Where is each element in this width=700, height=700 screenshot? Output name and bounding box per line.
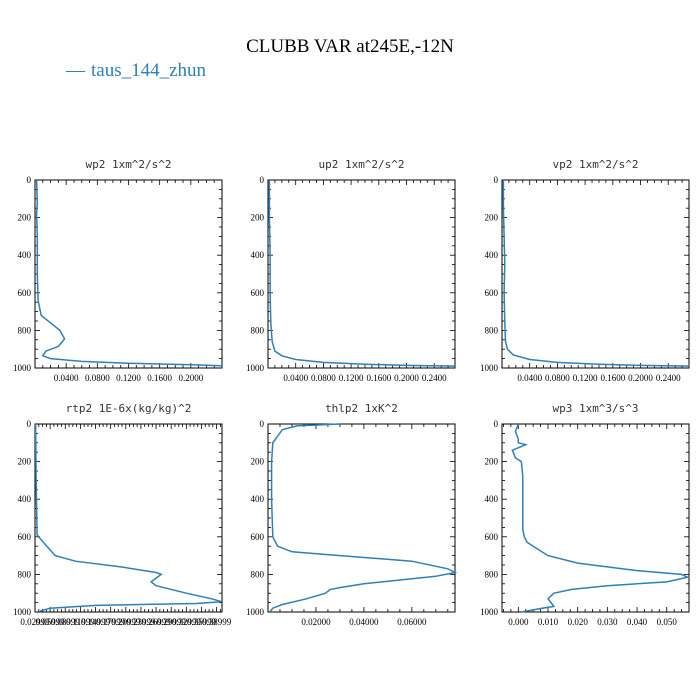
x-tick-label: 0.23999 xyxy=(126,617,156,627)
x-tick-label: 0.0400 xyxy=(283,373,308,383)
x-tick-label: 0.0400 xyxy=(517,373,542,383)
panel-title: vp2 1xm^2/s^2 xyxy=(552,158,638,171)
x-tick-label: 0.2400 xyxy=(422,373,447,383)
x-tick-label: 0.38999 xyxy=(202,617,232,627)
x-tick-label: 0.1600 xyxy=(147,373,172,383)
y-tick-label: 1000 xyxy=(246,363,265,373)
x-tick-label: 0.000 xyxy=(508,617,529,627)
y-tick-label: 400 xyxy=(251,494,265,504)
x-tick-label: 0.08999 xyxy=(51,617,81,627)
x-tick-label: 0.0800 xyxy=(545,373,570,383)
series-line xyxy=(35,179,223,367)
y-tick-label: 800 xyxy=(485,325,499,335)
y-tick-label: 200 xyxy=(251,457,265,467)
panel-title: up2 1xm^2/s^2 xyxy=(318,158,404,171)
panel-frame xyxy=(34,423,223,613)
panel-frame xyxy=(501,423,690,613)
y-tick-label: 200 xyxy=(251,213,265,223)
y-tick-label: 800 xyxy=(18,325,32,335)
x-tick-label: 0.2000 xyxy=(178,373,203,383)
y-tick-label: 0 xyxy=(27,175,32,185)
x-tick-label: 0.26999 xyxy=(141,617,171,627)
y-tick-label: 1000 xyxy=(480,363,499,373)
panel-frame xyxy=(267,179,456,369)
x-tick-label: 0.1600 xyxy=(366,373,391,383)
x-tick-label: 0.14999 xyxy=(81,617,111,627)
series-line xyxy=(34,423,222,612)
y-tick-label: 400 xyxy=(18,250,32,260)
x-tick-label: 0.040 xyxy=(627,617,648,627)
y-tick-label: 200 xyxy=(485,457,499,467)
panel-title: thlp2 1xK^2 xyxy=(325,402,398,415)
panel-title: wp2 1xm^2/s^2 xyxy=(85,158,171,171)
y-tick-label: 200 xyxy=(485,213,499,223)
x-tick-label: 0.020 xyxy=(568,617,589,627)
series-line xyxy=(502,180,690,367)
y-tick-label: 600 xyxy=(251,288,265,298)
y-tick-label: 1000 xyxy=(13,607,32,617)
y-tick-label: 400 xyxy=(485,250,499,260)
x-tick-label: 0.11999 xyxy=(66,617,95,627)
x-tick-label: 0.2400 xyxy=(656,373,681,383)
panel-title: rtp2 1E-6x(kg/kg)^2 xyxy=(66,402,192,415)
series-line xyxy=(268,180,456,367)
x-tick-label: 0.35999 xyxy=(187,617,217,627)
legend-line-icon: — xyxy=(66,60,85,81)
x-tick-label: 0.32999 xyxy=(172,617,202,627)
x-tick-label: 0.1600 xyxy=(600,373,625,383)
x-tick-label: 0.1200 xyxy=(573,373,598,383)
y-tick-label: 600 xyxy=(485,288,499,298)
y-tick-label: 200 xyxy=(18,457,32,467)
series-line xyxy=(269,423,458,612)
x-tick-label: 0.06000 xyxy=(397,617,427,627)
y-tick-label: 400 xyxy=(18,494,32,504)
series-line xyxy=(511,423,690,613)
y-tick-label: 800 xyxy=(251,569,265,579)
y-tick-label: 800 xyxy=(251,325,265,335)
x-tick-label: 0.010 xyxy=(538,617,559,627)
legend-label: taus_144_zhun xyxy=(91,60,207,81)
y-tick-label: 0 xyxy=(260,419,265,429)
y-tick-label: 400 xyxy=(485,494,499,504)
x-tick-label: 0.2000 xyxy=(628,373,653,383)
x-tick-label: 0.29999 xyxy=(157,617,187,627)
x-tick-label: 0.1200 xyxy=(339,373,364,383)
y-tick-label: 0 xyxy=(260,175,265,185)
x-tick-label: 0.02000 xyxy=(301,617,331,627)
y-tick-label: 0 xyxy=(27,419,32,429)
y-tick-label: 600 xyxy=(18,532,32,542)
y-tick-label: 600 xyxy=(485,532,499,542)
x-tick-label: 0.2000 xyxy=(394,373,419,383)
y-tick-label: 800 xyxy=(18,569,32,579)
y-tick-label: 1000 xyxy=(13,363,32,373)
y-tick-label: 400 xyxy=(251,250,265,260)
x-tick-label: 0.04000 xyxy=(349,617,379,627)
x-tick-label: 0.050 xyxy=(657,617,678,627)
y-tick-label: 600 xyxy=(18,288,32,298)
x-tick-label: 0.20999 xyxy=(111,617,141,627)
x-tick-label: 0.0400 xyxy=(54,373,79,383)
y-tick-label: 0 xyxy=(494,419,499,429)
x-tick-label: 0.1200 xyxy=(116,373,141,383)
y-tick-label: 200 xyxy=(18,213,32,223)
y-tick-label: 0 xyxy=(494,175,499,185)
x-tick-label: 0.02999 xyxy=(20,617,50,627)
panel-frame xyxy=(501,179,690,369)
x-tick-label: 0.0800 xyxy=(311,373,336,383)
x-tick-label: 0.0800 xyxy=(85,373,110,383)
figure-title: CLUBB VAR at245E,-12N xyxy=(246,36,454,57)
panel-title: wp3 1xm^3/s^3 xyxy=(552,402,638,415)
y-tick-label: 800 xyxy=(485,569,499,579)
y-tick-label: 1000 xyxy=(246,607,265,617)
legend: — taus_144_zhun xyxy=(66,60,206,82)
x-tick-label: 0.030 xyxy=(597,617,618,627)
y-tick-label: 600 xyxy=(251,532,265,542)
y-tick-label: 1000 xyxy=(480,607,499,617)
x-tick-label: 0.05999 xyxy=(36,617,66,627)
x-tick-label: 0.17999 xyxy=(96,617,126,627)
